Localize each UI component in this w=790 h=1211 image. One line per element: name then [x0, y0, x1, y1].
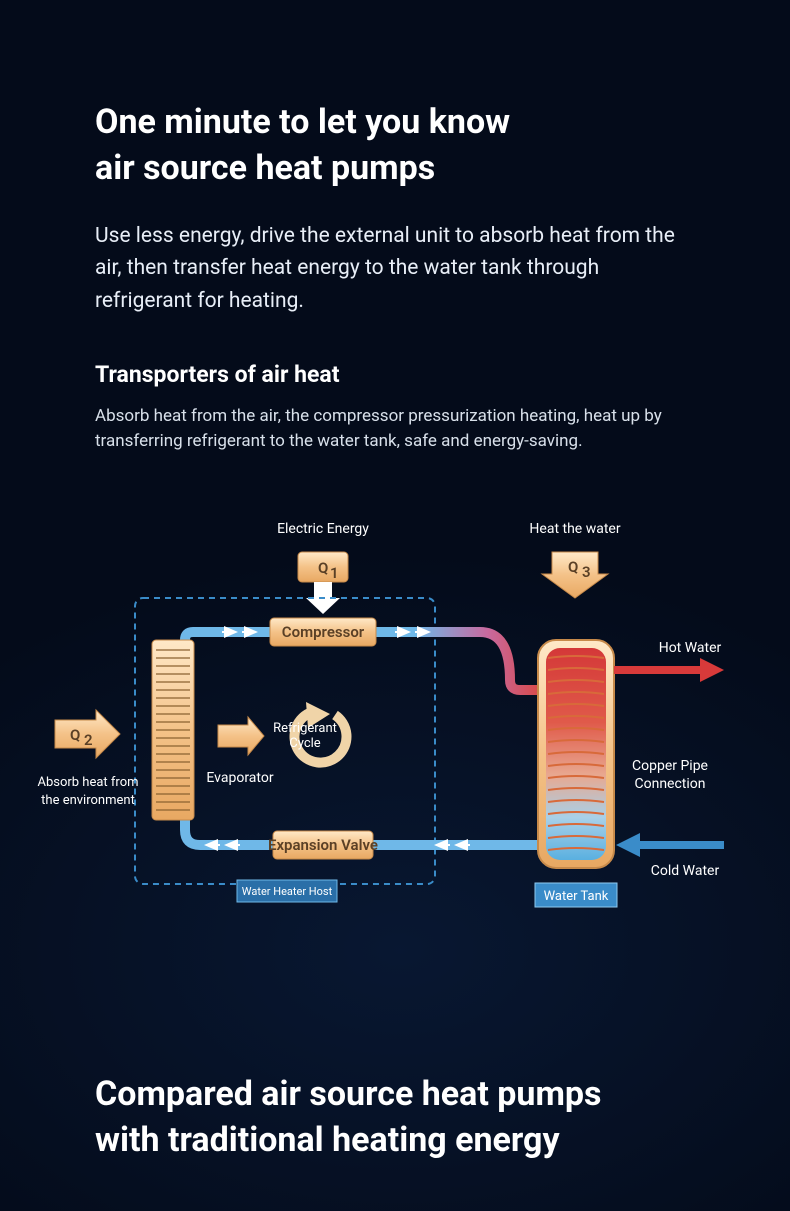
- q2-sub: 2: [84, 731, 93, 749]
- heat-pump-diagram: Electric Energy Heat the water Q 1 Q 3 C…: [0, 480, 790, 940]
- lead-text: Use less energy, drive the external unit…: [95, 220, 695, 318]
- cycle-in-arrow-icon: [218, 717, 264, 755]
- compare-title: Compared air source heat pumps with trad…: [95, 1072, 695, 1164]
- q3-label: Q: [568, 558, 578, 576]
- title-line1: One minute to let you know: [95, 102, 510, 142]
- title-line2: air source heat pumps: [95, 148, 435, 188]
- expansion-valve-label: Expansion Valve: [268, 836, 378, 854]
- hot-water-arrow-icon: [614, 658, 724, 682]
- q1-label: Q: [318, 559, 328, 577]
- cycle-label: Cycle: [289, 736, 320, 751]
- evaporator-label: Evaporator: [206, 770, 273, 786]
- heat-water-label: Heat the water: [529, 521, 620, 537]
- q3-sub: 3: [582, 563, 591, 581]
- electric-energy-label: Electric Energy: [277, 521, 369, 537]
- tank-tag-label: Water Tank: [544, 889, 609, 904]
- subtext: Absorb heat from the air, the compressor…: [95, 404, 695, 453]
- refrigerant-label: Refrigerant: [273, 721, 337, 736]
- copper-pipe-label: Copper Pipe: [632, 758, 708, 774]
- subtitle: Transporters of air heat: [95, 361, 695, 388]
- compare-line1: Compared air source heat pumps: [95, 1074, 602, 1114]
- absorb-line1: Absorb heat from: [37, 775, 138, 790]
- cold-water-label: Cold Water: [651, 863, 720, 879]
- host-tag-label: Water Heater Host: [242, 885, 333, 898]
- cold-water-arrow-icon: [616, 833, 724, 857]
- connection-label: Connection: [634, 776, 705, 792]
- evaporator-fins-icon: [156, 650, 190, 810]
- page-title: One minute to let you know air source he…: [95, 100, 695, 192]
- q2-label: Q: [70, 726, 80, 744]
- hot-water-label: Hot Water: [659, 640, 722, 656]
- compressor-label: Compressor: [282, 623, 365, 641]
- absorb-line2: the environment: [41, 793, 135, 808]
- compare-line2: with traditional heating energy: [95, 1120, 560, 1160]
- q1-sub: 1: [330, 564, 339, 582]
